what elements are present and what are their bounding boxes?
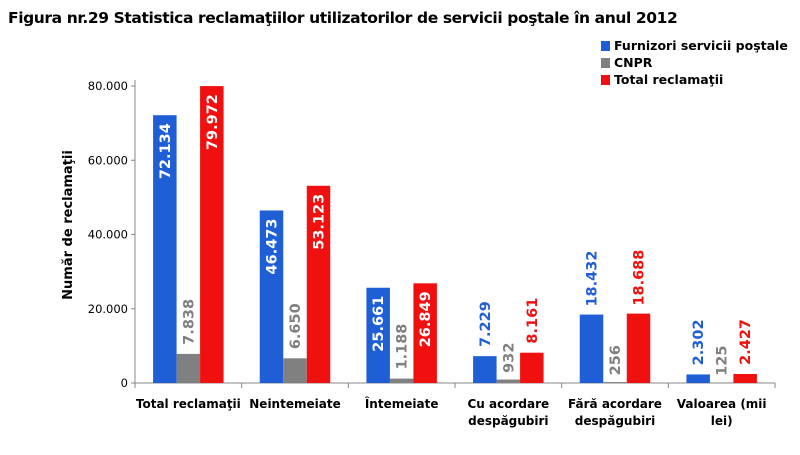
x-tick-label: Cu acordare despăgubiri [468, 397, 550, 428]
data-label: 125 [715, 346, 731, 376]
x-tick-label: Total reclamaţii [136, 397, 241, 411]
legend-swatch [601, 75, 610, 85]
y-tick-label: 60.000 [88, 153, 128, 167]
data-label: 53.123 [312, 194, 328, 250]
bar-1-1 [283, 358, 307, 383]
chart-title: Figura nr.29 Statistica reclamaţiilor ut… [8, 9, 678, 27]
bar-0-3 [473, 356, 497, 383]
data-label: 79.972 [205, 94, 221, 150]
data-label: 46.473 [265, 218, 281, 274]
x-tick-label: Neintemeiate [249, 397, 340, 411]
data-label: 932 [501, 343, 517, 373]
bar-0-1 [259, 210, 284, 383]
data-label: 7.838 [181, 299, 197, 345]
bar-0-4 [579, 314, 604, 383]
bar-0-0 [153, 115, 177, 384]
bar-2-4 [626, 313, 651, 383]
data-label: 1.188 [395, 324, 411, 370]
data-label: 6.650 [288, 303, 304, 349]
y-tick-label: 80.000 [88, 79, 128, 93]
x-tick-label: Valoarea (mii lei) [677, 397, 767, 428]
legend-label: Total reclamaţii [614, 72, 723, 87]
data-label: 18.432 [585, 251, 601, 307]
y-tick-label: 0 [121, 376, 128, 390]
bar-1-4 [603, 382, 627, 383]
bar-2-2 [413, 283, 437, 383]
data-label: 18.688 [632, 250, 648, 306]
data-label: 8.161 [525, 298, 541, 344]
bar-2-3 [520, 352, 544, 383]
x-tick-label: Fără acordare despăgubiri [568, 397, 662, 428]
data-label: 2.302 [691, 319, 707, 365]
data-label: 2.427 [738, 319, 754, 365]
bar-2-1 [306, 185, 331, 383]
legend-label: CNPR [614, 55, 653, 70]
data-label: 25.661 [371, 296, 387, 352]
bar-1-2 [389, 378, 414, 383]
data-label: 26.849 [418, 291, 434, 347]
y-tick-label: 40.000 [88, 228, 128, 242]
y-axis-title: Număr de reclamaţii [61, 150, 76, 300]
data-label: 72.134 [158, 123, 174, 179]
legend-swatch [601, 58, 610, 68]
data-label: 7.229 [478, 301, 494, 347]
legend-label: Furnizori servicii poştale [614, 38, 788, 53]
bar-0-2 [366, 287, 390, 383]
bar-2-0 [200, 86, 224, 384]
bar-0-5 [686, 374, 710, 383]
bar-1-3 [496, 379, 521, 383]
bar-2-5 [733, 373, 757, 383]
y-tick-label: 20.000 [88, 302, 128, 316]
legend-swatch [601, 41, 610, 51]
x-tick-label: Întemeiate [365, 396, 439, 411]
data-label: 256 [608, 345, 624, 375]
bar-1-0 [176, 353, 201, 383]
